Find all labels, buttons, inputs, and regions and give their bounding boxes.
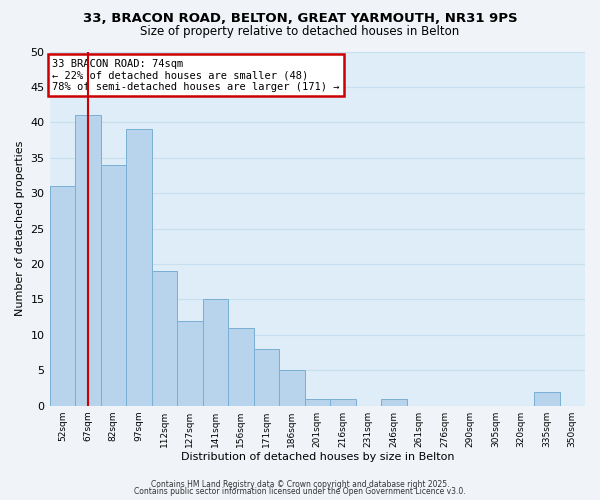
Bar xyxy=(254,349,279,406)
Bar xyxy=(228,328,254,406)
Bar xyxy=(534,392,560,406)
Bar xyxy=(152,271,177,406)
Bar xyxy=(126,130,152,406)
Text: 33 BRACON ROAD: 74sqm
← 22% of detached houses are smaller (48)
78% of semi-deta: 33 BRACON ROAD: 74sqm ← 22% of detached … xyxy=(52,58,340,92)
Bar xyxy=(75,116,101,406)
Bar xyxy=(101,165,126,406)
Text: Contains HM Land Registry data © Crown copyright and database right 2025.: Contains HM Land Registry data © Crown c… xyxy=(151,480,449,489)
Bar xyxy=(177,320,203,406)
X-axis label: Distribution of detached houses by size in Belton: Distribution of detached houses by size … xyxy=(181,452,454,462)
Text: Size of property relative to detached houses in Belton: Size of property relative to detached ho… xyxy=(140,25,460,38)
Text: 33, BRACON ROAD, BELTON, GREAT YARMOUTH, NR31 9PS: 33, BRACON ROAD, BELTON, GREAT YARMOUTH,… xyxy=(83,12,517,26)
Bar xyxy=(279,370,305,406)
Y-axis label: Number of detached properties: Number of detached properties xyxy=(15,141,25,316)
Bar xyxy=(203,300,228,406)
Bar xyxy=(50,186,75,406)
Bar xyxy=(381,398,407,406)
Text: Contains public sector information licensed under the Open Government Licence v3: Contains public sector information licen… xyxy=(134,487,466,496)
Bar xyxy=(330,398,356,406)
Bar xyxy=(305,398,330,406)
